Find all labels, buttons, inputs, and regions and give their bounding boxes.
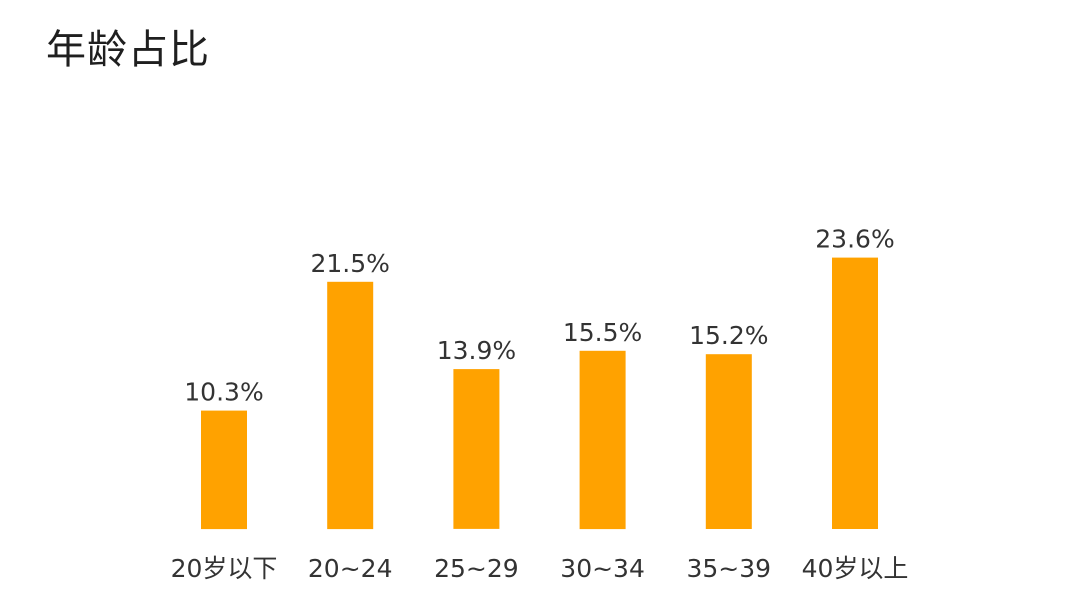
bar-5	[832, 257, 878, 529]
value-label-2: 13.9%	[437, 336, 516, 365]
value-label-0: 10.3%	[184, 378, 263, 407]
bar-4	[705, 354, 752, 529]
x-tick-label-4: 35~39	[687, 554, 772, 583]
bar-2	[453, 369, 500, 529]
value-label-3: 15.5%	[563, 318, 642, 347]
value-label-1: 21.5%	[310, 249, 389, 278]
x-tick-labels-group: 20岁以下 20~24 25~29 30~34 35~39 40岁以上	[171, 554, 909, 583]
bar-0	[201, 410, 247, 530]
value-labels-group: 10.3% 21.5% 13.9% 15.5% 15.2% 23.6%	[184, 225, 894, 407]
bar-3	[579, 350, 626, 530]
x-tick-label-3: 30~34	[560, 554, 645, 583]
x-tick-label-2: 25~29	[434, 554, 519, 583]
page-title: 年龄占比	[46, 27, 210, 73]
bars-group	[201, 257, 878, 530]
value-label-5: 23.6%	[815, 225, 894, 254]
x-tick-label-5: 40岁以上	[802, 554, 909, 583]
bar-1	[327, 281, 374, 530]
x-tick-label-1: 20~24	[308, 554, 393, 583]
value-label-4: 15.2%	[689, 321, 768, 350]
x-tick-label-0: 20岁以下	[171, 554, 278, 583]
